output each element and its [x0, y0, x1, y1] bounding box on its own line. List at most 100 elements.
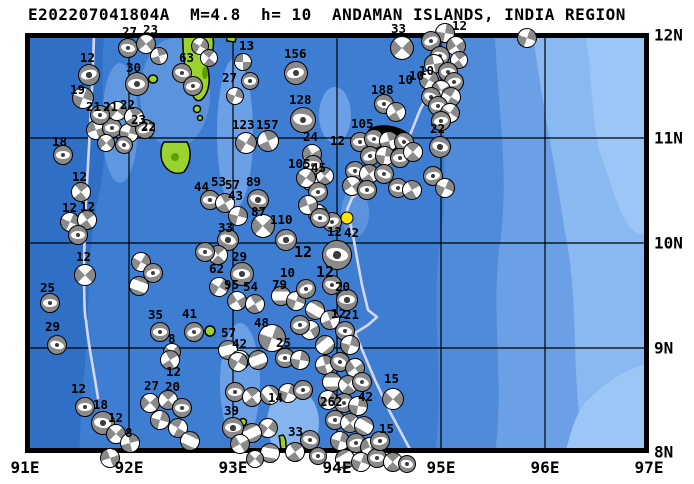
beachball-depth-label: 19 — [70, 82, 86, 97]
beachball-depth-label: 14 — [268, 390, 284, 405]
beachball-depth-label: 8 — [168, 331, 176, 346]
beachball-depth-label: 18 — [52, 134, 68, 149]
beachball-depth-label: 12 — [80, 199, 96, 214]
beachball-depth-label: 12 — [330, 133, 346, 148]
beachball-depth-label: 20 — [335, 279, 351, 294]
focal-mechanism-beachball — [75, 397, 95, 417]
beachball-depth-label: 24 — [303, 129, 319, 144]
lon-label-93E: 93E — [218, 458, 248, 477]
beachball-depth-label: 22 — [120, 97, 136, 112]
focal-mechanism-beachball — [53, 145, 73, 165]
beachball-depth-label: 8 — [125, 425, 133, 440]
beachball-depth-label: 48 — [254, 315, 270, 330]
focal-mechanism-beachball — [150, 322, 170, 342]
focal-mechanism-beachball — [234, 53, 252, 71]
beachball-depth-label: 12 — [452, 18, 468, 33]
beachball-depth-label: 42 — [344, 225, 360, 240]
beachball-depth-label: 13 — [239, 38, 255, 53]
beachball-depth-label: 25 — [276, 335, 292, 350]
beachball-depth-label: 54 — [243, 279, 259, 294]
beachball-depth-label: 157 — [256, 117, 279, 132]
beachball-depth-label: 45 — [311, 160, 327, 175]
beachball-depth-label: 23 — [143, 22, 159, 37]
beachball-depth-label: 44 — [194, 179, 210, 194]
beachball-depth-label: 12 — [71, 381, 87, 396]
beachball-depth-label: 42 — [358, 389, 374, 404]
beachball-depth-label: 12 — [80, 50, 96, 65]
map-canvas — [25, 33, 649, 453]
beachball-depth-label: 89 — [246, 174, 262, 189]
beachball-depth-label: 10 — [419, 63, 435, 78]
beachball-depth-label: 10 — [398, 72, 414, 87]
focal-mechanism-beachball — [125, 72, 149, 96]
lon-label-91E: 91E — [10, 458, 40, 477]
focal-mechanism-beachball — [241, 72, 259, 90]
lon-label-95E: 95E — [426, 458, 456, 477]
page-title: E202207041804A M=4.8 h= 10 ANDAMAN ISLAN… — [28, 5, 626, 24]
beachball-depth-label: 21 — [344, 307, 360, 322]
beachball-depth-label: 12 — [108, 410, 124, 425]
focal-mechanism-beachball — [172, 398, 192, 418]
lat-label-11N: 11N — [654, 128, 683, 148]
beachball-depth-label: 43 — [228, 188, 244, 203]
focal-mechanism-beachball — [396, 453, 418, 475]
beachball-depth-label: 27 — [222, 70, 238, 85]
beachball-depth-label: 57 — [225, 177, 241, 192]
beachball-depth-label: 23 — [131, 112, 147, 127]
beachball-depth-label: 18 — [93, 397, 109, 412]
beachball-depth-label: 95 — [224, 277, 240, 292]
beachball-depth-label: 33 — [391, 21, 407, 36]
beachball-depth-label: 188 — [371, 82, 394, 97]
beachball-depth-label: 27 — [122, 24, 138, 39]
beachball-depth-label: 12 — [62, 200, 78, 215]
beachball-depth-label: 12 — [316, 263, 335, 281]
beachball-depth-label: 105 — [351, 116, 374, 131]
current-event-marker — [340, 211, 354, 225]
beachball-depth-label: 33 — [218, 220, 234, 235]
beachball-depth-label: 123 — [232, 117, 255, 132]
beachball-depth-label: 12 — [76, 249, 92, 264]
beachball-depth-label: 29 — [232, 249, 248, 264]
beachball-depth-label: 79 — [272, 277, 288, 292]
beachball-depth-label: 262 — [320, 394, 343, 409]
beachball-depth-label: 10 — [409, 68, 425, 83]
beachball-depth-label: 110 — [270, 212, 293, 227]
beachball-depth-label: 25 — [40, 280, 56, 295]
focal-mechanism-beachball — [68, 225, 88, 245]
beachball-depth-label: 156 — [284, 46, 307, 61]
beachball-depth-label: 33 — [288, 424, 304, 439]
lat-label-12N: 12N — [654, 25, 683, 45]
beachball-depth-label: 53 — [211, 174, 227, 189]
beachball-depth-label: 30 — [126, 60, 142, 75]
beachball-depth-label: 12 — [166, 364, 182, 379]
beachball-depth-label: 20 — [165, 379, 181, 394]
beachball-depth-label: 22 — [430, 121, 446, 136]
beachball-depth-label: 12 — [327, 224, 343, 239]
beachball-depth-label: 12 — [294, 243, 313, 261]
beachball-depth-label: 128 — [289, 92, 312, 107]
lat-label-9N: 9N — [654, 338, 674, 358]
beachball-depth-label: 35 — [148, 307, 164, 322]
beachball-depth-label: 62 — [209, 261, 225, 276]
beachball-depth-label: 57 — [221, 325, 237, 340]
focal-mechanism-beachball — [225, 382, 245, 402]
focal-mechanism-beachball — [40, 293, 60, 313]
beachball-depth-label: 21 — [103, 99, 119, 114]
focal-mechanism-beachball — [336, 289, 358, 311]
beachball-depth-label: 63 — [179, 50, 195, 65]
beachball-depth-label: 21 — [86, 99, 102, 114]
beachball-depth-label: 15 — [384, 371, 400, 386]
lon-label-94E: 94E — [322, 458, 352, 477]
focal-mechanism-beachball — [357, 180, 377, 200]
beachball-depth-label: 15 — [379, 421, 395, 436]
beachball-depth-label: 27 — [144, 378, 160, 393]
focal-mechanism-beachball — [309, 447, 327, 465]
lon-label-92E: 92E — [114, 458, 144, 477]
beachball-depth-label: 22 — [141, 119, 157, 134]
focal-mechanism-beachball — [230, 262, 254, 286]
beachball-depth-label: 87 — [251, 204, 267, 219]
lat-label-10N: 10N — [654, 233, 683, 253]
beachball-depth-label: 105 — [288, 156, 311, 171]
lon-label-96E: 96E — [530, 458, 560, 477]
